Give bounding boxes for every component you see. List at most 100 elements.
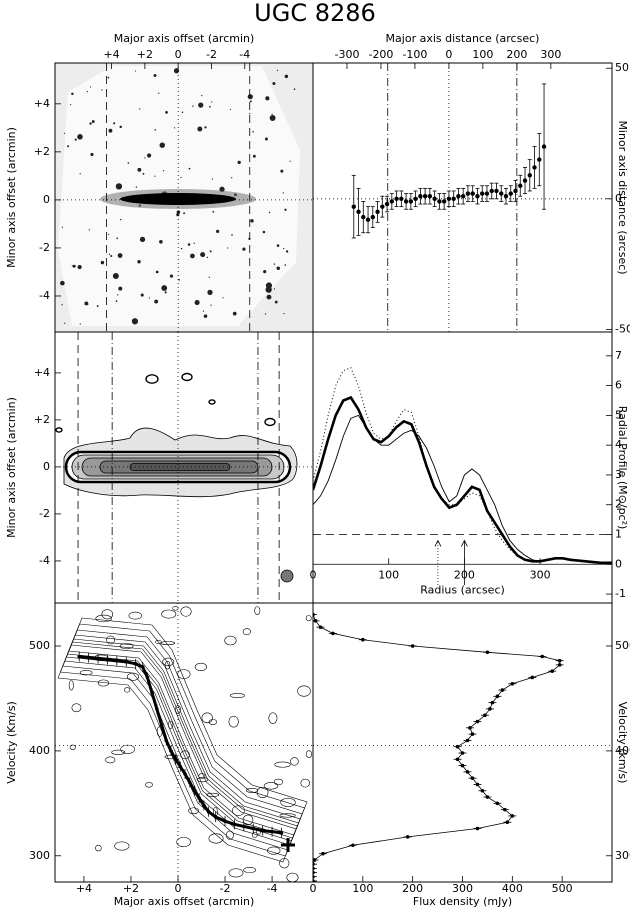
flux-point [470,776,475,780]
noise-contour [274,761,291,768]
rotation-point [150,691,154,696]
flux-point [557,663,562,667]
y-tick-label: +2 [34,413,50,426]
star [67,145,70,148]
plot-area [55,603,313,882]
contour-blob [264,417,276,427]
flux-point [321,851,325,856]
noise-contour [279,858,290,869]
point [418,193,423,199]
star [252,154,256,158]
noise-contour [172,606,179,611]
point [456,193,461,199]
x-tick-label: 300 [452,882,473,895]
y-tick-label: 7 [615,349,622,362]
noise-contour [273,778,284,786]
rotation-point [192,788,197,793]
noise-contour [267,846,281,855]
noise-contour [188,807,200,815]
plot-area [313,63,612,332]
flux-point [530,675,535,680]
rotation-point [178,764,183,769]
noise-contour [297,685,311,697]
noise-contour [251,831,258,838]
flux-point [510,681,515,686]
flux-point [503,807,507,812]
star [88,229,90,231]
x-tick-label: -100 [402,48,427,61]
flux-point [405,835,410,839]
flux-point [495,694,500,699]
star [249,113,251,115]
y-tick-label: +4 [34,97,50,110]
panel: +4 +2 0 -2 -4 Major axis offset (arcmin) 300 40… [5,602,314,908]
noise-contour [161,609,177,619]
x-tick-label: -2 [220,882,231,895]
star [96,305,99,307]
y-tick-label: 400 [615,744,630,757]
star [263,270,267,274]
point [370,214,375,220]
star [77,134,83,140]
noise-contour [167,720,174,729]
y-tick-label: 50 [615,61,629,74]
flux-point [550,669,554,673]
x-tick-label: 200 [454,568,475,581]
point [351,204,356,209]
x-tick-label: +4 [76,882,92,895]
flux-profile [313,614,561,881]
noise-contour [280,797,296,807]
star [285,250,289,253]
star [113,122,116,125]
star [250,219,254,223]
flux-point [557,658,562,663]
star [193,242,195,244]
star [201,94,203,97]
y-tick-label: 5 [615,408,622,421]
plot-area [313,367,612,586]
flux-point [460,763,465,768]
star [112,272,119,279]
plot-area [55,332,313,603]
point [375,209,380,215]
rotation-point [260,828,265,833]
star [293,88,296,90]
noise-contour [177,669,191,679]
flux-point [468,726,472,730]
noise-contour [300,778,310,788]
panel-frame [312,602,613,883]
point [446,196,452,202]
point [532,165,537,170]
star [273,288,276,290]
star [231,234,233,236]
rotation-point [242,824,246,829]
star [173,68,180,74]
noise-contour [256,786,269,799]
y-tick-label: -50 [615,322,630,335]
star [70,104,72,106]
noise-contour [242,628,251,636]
contour-blob [181,372,193,382]
x-tick-label: 300 [530,568,551,581]
noise-contour [198,773,206,779]
star [211,178,214,180]
x-tick-label: 100 [352,882,373,895]
star [188,167,191,170]
y-axis-label: Minor axis offset (arcmin) [5,127,18,268]
point [470,191,475,196]
star [139,236,146,243]
y-tick-label: 2 [615,498,622,511]
rotation-point [96,656,100,661]
noise-contour [68,680,74,691]
noise-contour [228,715,239,728]
x-tick-label: 100 [378,568,399,581]
point [522,178,528,183]
star [276,266,280,271]
star [187,243,191,246]
noise-contour [286,872,299,882]
star [154,129,156,131]
point [437,199,442,204]
x-tick-label: 500 [552,882,573,895]
